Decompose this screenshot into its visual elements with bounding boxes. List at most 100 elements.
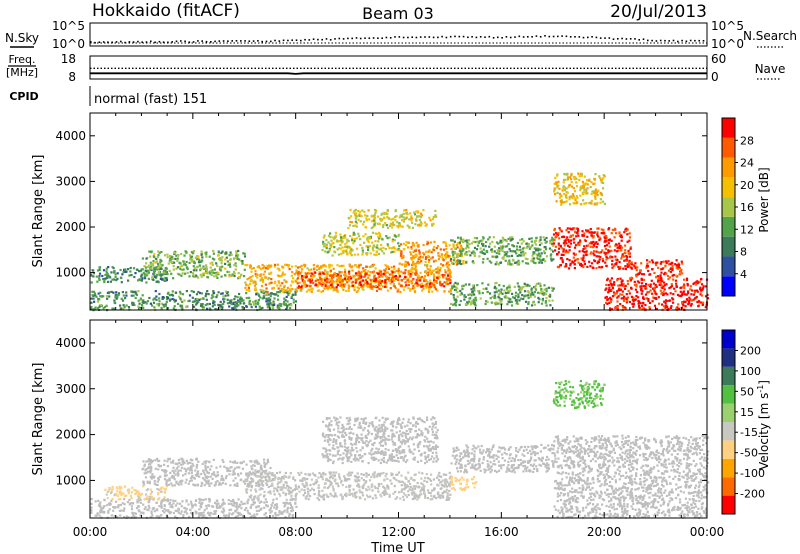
data-cell — [520, 288, 523, 291]
nsky-point — [291, 39, 293, 41]
data-cell — [386, 237, 389, 240]
data-cell — [225, 252, 228, 255]
data-cell — [449, 289, 453, 292]
data-cell — [574, 244, 578, 247]
data-cell — [531, 257, 534, 260]
data-cell — [167, 457, 170, 460]
data-cell — [651, 261, 655, 264]
data-cell — [141, 294, 144, 297]
data-cell — [100, 510, 103, 513]
data-cell — [107, 291, 110, 294]
data-cell — [271, 514, 275, 518]
data-cell — [567, 186, 570, 189]
nsky-point — [694, 39, 696, 42]
nsky-point — [642, 38, 645, 40]
nsky-point — [497, 36, 499, 39]
data-cell — [193, 477, 196, 480]
data-cell — [394, 247, 397, 250]
data-cell — [646, 262, 649, 265]
data-cell — [425, 285, 428, 288]
data-cell — [194, 298, 197, 301]
data-cell — [92, 269, 95, 272]
data-cell — [215, 466, 218, 469]
data-cell — [406, 213, 409, 216]
data-cell — [312, 275, 315, 278]
data-cell — [551, 289, 554, 292]
data-cell — [417, 257, 420, 261]
data-cell — [356, 253, 359, 256]
data-cell — [288, 288, 291, 291]
data-cell — [194, 499, 197, 502]
data-cell — [379, 270, 382, 274]
data-cell — [191, 504, 194, 507]
data-cell — [252, 281, 255, 285]
data-cell — [355, 264, 358, 267]
data-cell — [553, 188, 556, 191]
nsky-point — [677, 40, 679, 43]
data-cell — [160, 308, 163, 311]
data-cell — [164, 266, 167, 270]
data-cell — [220, 303, 223, 306]
data-cell — [458, 262, 461, 265]
data-cell — [497, 250, 500, 253]
data-cell — [141, 257, 144, 260]
data-cell — [525, 294, 528, 297]
data-cell — [559, 229, 562, 232]
data-cell — [618, 246, 621, 250]
data-cell — [409, 288, 412, 291]
data-cell — [237, 505, 240, 509]
data-cell — [163, 463, 166, 466]
data-cell — [466, 302, 469, 305]
data-cell — [252, 300, 255, 303]
data-cell — [392, 278, 395, 281]
data-cell — [502, 244, 505, 247]
data-cell — [518, 254, 521, 257]
data-cell — [686, 284, 689, 287]
data-cell — [596, 233, 599, 236]
data-cell — [182, 514, 185, 517]
data-cell — [219, 305, 222, 308]
data-cell — [228, 275, 231, 278]
data-cell — [231, 504, 234, 507]
data-cell — [143, 498, 146, 501]
data-cell — [142, 503, 145, 506]
data-cell — [528, 291, 531, 294]
data-cell — [565, 249, 568, 252]
data-cell — [255, 275, 258, 278]
data-cell — [281, 273, 284, 276]
data-cell — [646, 265, 650, 268]
data-cell — [232, 301, 235, 304]
data-cell — [624, 287, 627, 290]
data-cell — [420, 214, 423, 217]
data-cell — [704, 295, 708, 298]
data-cell — [321, 281, 325, 285]
nsky-point — [591, 36, 593, 38]
data-cell — [376, 276, 380, 279]
data-cell — [562, 250, 565, 253]
data-cell — [176, 482, 179, 485]
data-cell — [354, 272, 358, 275]
data-cell — [250, 465, 253, 468]
nsky-point — [377, 37, 379, 39]
data-cell — [98, 268, 101, 271]
data-cell — [366, 280, 369, 283]
data-cell — [433, 280, 436, 283]
data-cell — [479, 297, 482, 300]
data-cell — [368, 218, 371, 221]
data-cell — [686, 282, 689, 286]
data-cell — [676, 306, 679, 309]
data-cell — [247, 284, 250, 287]
power-data — [90, 172, 710, 312]
data-cell — [135, 292, 138, 295]
data-cell — [172, 268, 175, 271]
data-cell — [99, 505, 102, 508]
data-cell — [230, 500, 233, 503]
data-cell — [324, 265, 327, 268]
data-cell — [286, 511, 289, 514]
data-cell — [338, 277, 341, 280]
data-cell — [558, 196, 561, 199]
data-cell — [670, 285, 673, 288]
data-cell — [250, 270, 253, 273]
nsky-point — [548, 35, 551, 38]
data-cell — [340, 241, 343, 244]
